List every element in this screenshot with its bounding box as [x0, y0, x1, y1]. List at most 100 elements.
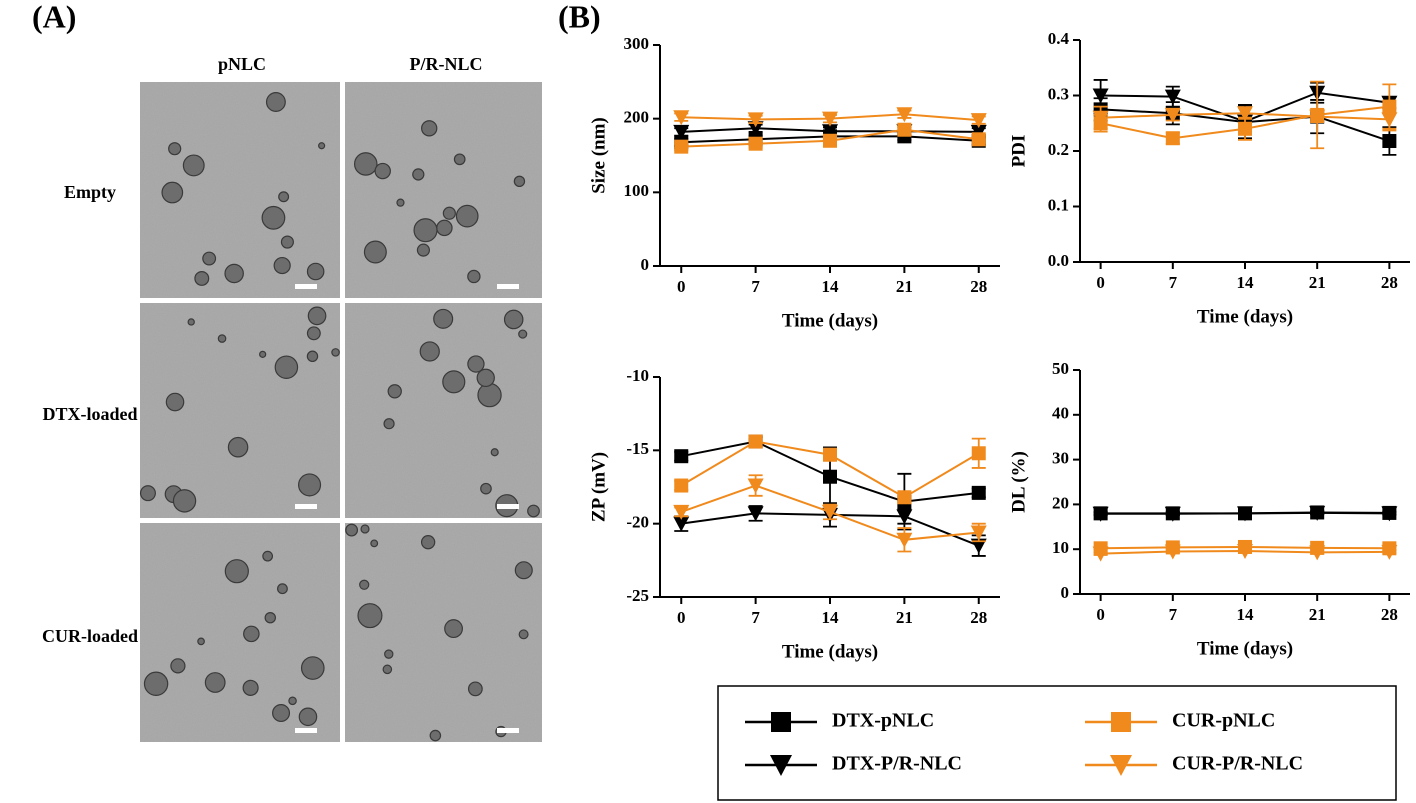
x-tick-label: 14	[822, 277, 840, 296]
particle	[265, 92, 286, 112]
marker	[1165, 131, 1180, 146]
particle	[306, 350, 319, 363]
y-axis-label: ZP (mV)	[588, 452, 609, 522]
scale-bar	[497, 284, 519, 289]
particle	[261, 205, 286, 230]
x-tick-label: 28	[970, 277, 987, 296]
particle	[187, 318, 195, 326]
marker	[748, 434, 763, 449]
marker	[1164, 89, 1181, 105]
marker	[1164, 544, 1181, 560]
panel-label: (B)	[558, 0, 601, 34]
particle	[307, 306, 327, 326]
particle	[480, 482, 492, 495]
particle	[433, 308, 454, 329]
y-tick-label: 20	[1052, 493, 1069, 512]
x-axis-label: Time (days)	[1197, 638, 1293, 659]
particle	[357, 603, 383, 629]
particle	[518, 629, 529, 640]
particle	[396, 198, 405, 207]
particle	[412, 168, 425, 181]
legend-marker	[1111, 712, 1131, 732]
x-tick-label: 28	[1381, 273, 1398, 292]
particle	[527, 504, 540, 518]
marker	[1382, 99, 1397, 114]
particle	[359, 579, 370, 590]
particle	[353, 152, 378, 176]
particle	[429, 729, 442, 742]
marker	[970, 113, 987, 129]
marker	[1309, 109, 1326, 125]
marker	[1237, 506, 1253, 522]
scale-bar	[295, 284, 317, 289]
legend-box	[717, 685, 1397, 801]
particle	[363, 240, 387, 264]
particle	[204, 672, 226, 693]
particle	[300, 656, 325, 680]
scale-bar	[497, 504, 519, 509]
particle	[477, 382, 502, 408]
marker	[822, 124, 838, 140]
particle	[217, 334, 227, 343]
particle	[453, 153, 466, 166]
scale-bar	[497, 728, 519, 733]
marker	[823, 133, 837, 148]
x-tick-label: 28	[970, 608, 987, 627]
x-tick-label: 14	[1237, 273, 1255, 292]
marker	[748, 136, 763, 151]
marker	[897, 122, 912, 137]
particle	[374, 162, 391, 180]
particle	[518, 329, 528, 339]
x-tick-label: 14	[1237, 605, 1255, 624]
x-tick-label: 0	[677, 277, 686, 296]
x-tick-label: 7	[1169, 273, 1178, 292]
marker	[1381, 506, 1398, 522]
legend-marker	[1110, 755, 1132, 776]
marker	[822, 504, 838, 520]
marker	[1092, 546, 1109, 562]
particle	[172, 489, 197, 513]
y-axis-label: PDI	[1008, 135, 1029, 168]
particle	[139, 485, 156, 502]
marker	[823, 447, 837, 462]
particle	[170, 658, 186, 674]
particle	[288, 696, 297, 706]
particle	[274, 355, 299, 380]
column-header: P/R-NLC	[410, 54, 483, 74]
particle	[384, 649, 394, 659]
particle	[227, 436, 249, 458]
marker	[747, 506, 764, 522]
particle	[467, 355, 485, 373]
marker	[1238, 121, 1252, 136]
x-tick-label: 21	[1309, 273, 1326, 292]
legend-label: CUR-pNLC	[1172, 710, 1275, 732]
particle	[455, 204, 479, 228]
row-header: DTX-loaded	[42, 404, 137, 424]
particle	[442, 206, 456, 220]
y-tick-label: 100	[624, 181, 650, 200]
particle	[278, 191, 290, 203]
y-tick-label: 200	[624, 108, 650, 127]
row-header: CUR-loaded	[42, 626, 138, 646]
x-tick-label: 21	[896, 277, 913, 296]
marker	[1309, 545, 1326, 561]
column-header: pNLC	[218, 54, 266, 74]
x-tick-label: 14	[822, 608, 840, 627]
particle	[331, 348, 340, 357]
particle	[298, 707, 318, 727]
legend-label: CUR-P/R-NLC	[1172, 753, 1303, 775]
y-axis-label: Size (nm)	[588, 117, 609, 194]
marker	[1237, 106, 1253, 122]
micrograph-texture	[345, 82, 542, 298]
marker	[1164, 107, 1181, 123]
micrograph-texture	[345, 523, 542, 742]
marker	[971, 446, 986, 461]
marker	[970, 525, 987, 541]
marker	[971, 485, 986, 500]
particle	[262, 550, 274, 562]
particle	[370, 539, 379, 548]
particle	[168, 142, 182, 156]
particle	[383, 418, 395, 430]
